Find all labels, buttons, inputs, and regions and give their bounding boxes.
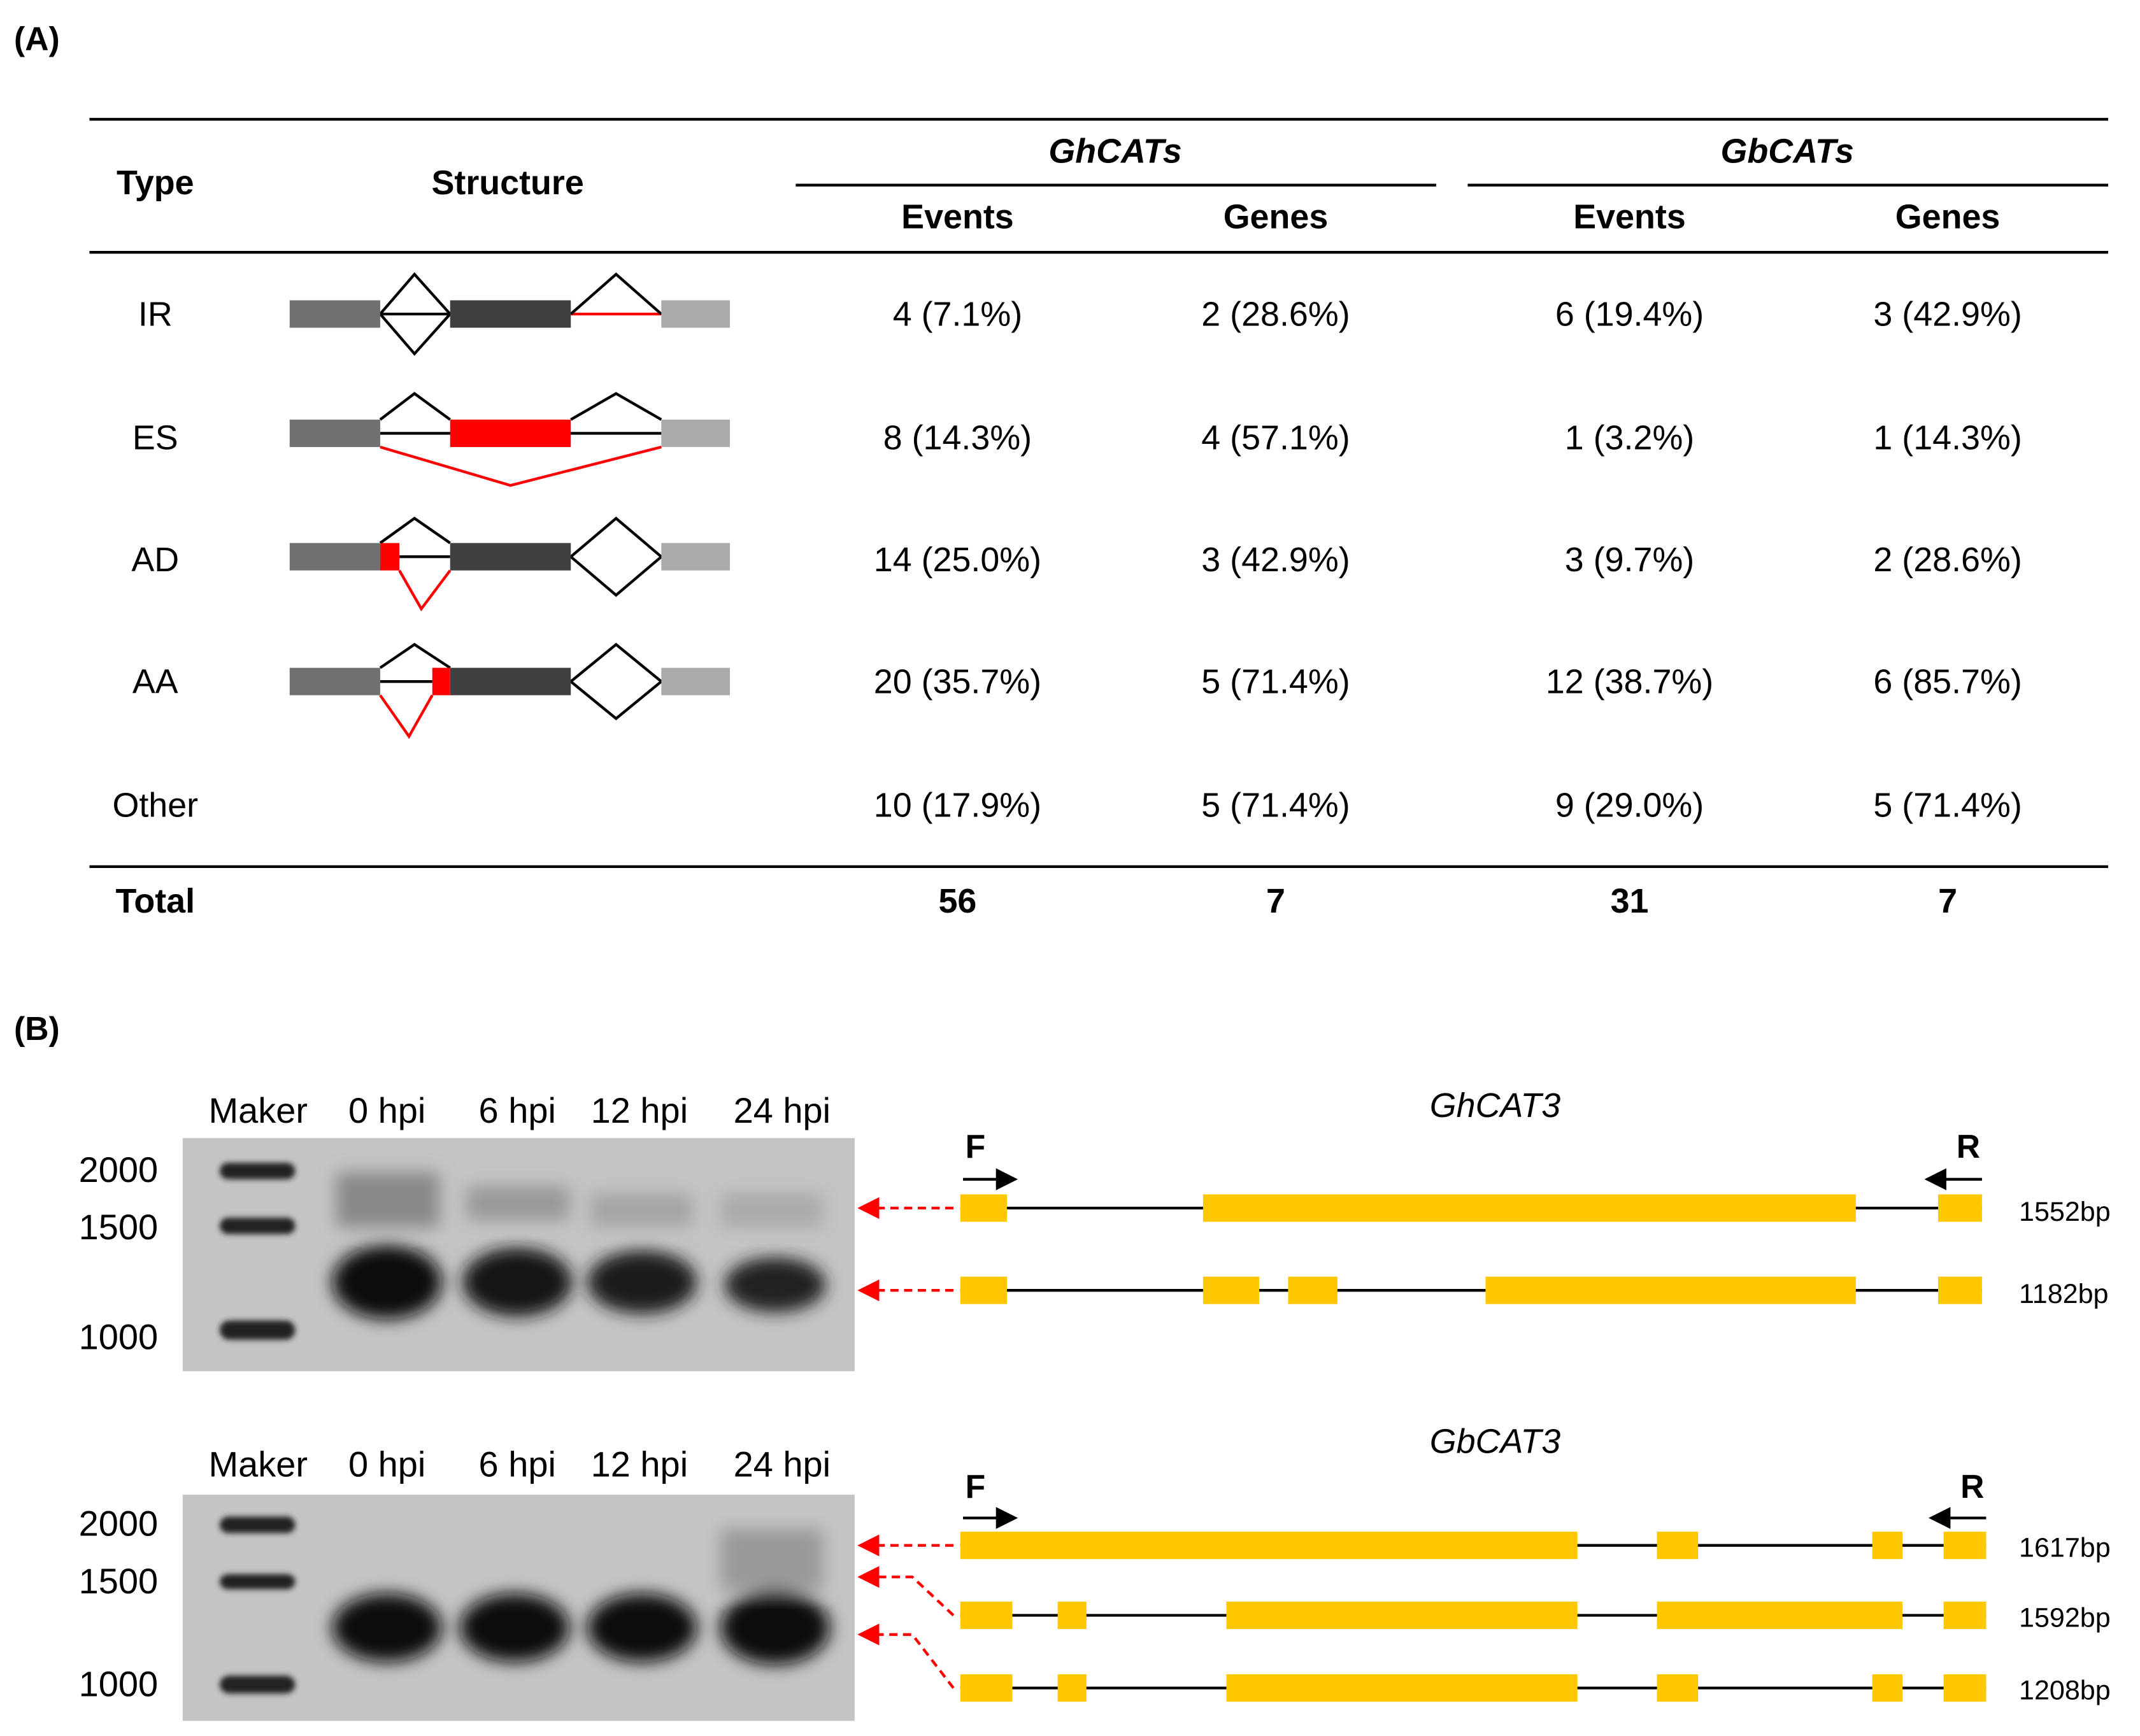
group-header: GbCATs bbox=[1720, 132, 1853, 170]
type-cell: Other bbox=[112, 786, 198, 824]
table-cell: 1 (3.2%) bbox=[1565, 418, 1694, 457]
transcript-size: 1182bp bbox=[2019, 1279, 2108, 1309]
table-cell: 20 (35.7%) bbox=[874, 663, 1041, 701]
total-label: Total bbox=[115, 882, 195, 920]
transcript-models bbox=[857, 1168, 1987, 1702]
header-cell: Genes bbox=[1895, 198, 2001, 236]
transcript-size: 1208bp bbox=[2019, 1675, 2111, 1705]
lane-label: 0 hpi bbox=[348, 1090, 425, 1130]
table-cell: 8 (14.3%) bbox=[883, 418, 1032, 457]
table-cell: 6 (19.4%) bbox=[1555, 295, 1704, 334]
transcript-size: 1592bp bbox=[2019, 1602, 2111, 1633]
structure-diagrams bbox=[289, 272, 730, 739]
primer-label: F bbox=[966, 1128, 986, 1165]
total-cell: 7 bbox=[1266, 882, 1285, 920]
table-cell: 5 (71.4%) bbox=[1873, 786, 2022, 824]
panel-label: (B) bbox=[14, 1010, 60, 1047]
marker-label: 1500 bbox=[79, 1207, 159, 1247]
table-cell: 6 (85.7%) bbox=[1873, 663, 2022, 701]
header-cell: Genes bbox=[1223, 198, 1329, 236]
table-cell: 10 (17.9%) bbox=[874, 786, 1041, 824]
lane-label: 12 hpi bbox=[591, 1444, 688, 1484]
table-cell: 2 (28.6%) bbox=[1873, 541, 2022, 579]
marker-label: 1000 bbox=[79, 1663, 159, 1704]
gene-name: GhCAT3 bbox=[1430, 1086, 1560, 1125]
lane-label: 24 hpi bbox=[734, 1090, 831, 1130]
header-cell: Type bbox=[117, 164, 194, 202]
table-cell: 1 (14.3%) bbox=[1873, 418, 2022, 457]
table-cell: 2 (28.6%) bbox=[1201, 295, 1350, 334]
group-header: GhCATs bbox=[1048, 132, 1181, 170]
primer-label: R bbox=[1957, 1128, 1980, 1165]
type-cell: IR bbox=[138, 295, 173, 334]
transcript-size: 1552bp bbox=[2019, 1197, 2111, 1227]
panel-label: (A) bbox=[14, 20, 60, 57]
table-cell: 3 (9.7%) bbox=[1565, 541, 1694, 579]
total-cell: 7 bbox=[1938, 882, 1957, 920]
table-cell: 4 (57.1%) bbox=[1201, 418, 1350, 457]
marker-label: 2000 bbox=[79, 1149, 159, 1190]
lane-label: 0 hpi bbox=[348, 1444, 425, 1484]
table-cell: 9 (29.0%) bbox=[1555, 786, 1704, 824]
lane-label: Maker bbox=[209, 1444, 308, 1484]
table-cell: 3 (42.9%) bbox=[1201, 541, 1350, 579]
lane-label: 24 hpi bbox=[734, 1444, 831, 1484]
header-cell: Structure bbox=[432, 164, 584, 202]
lane-label: Maker bbox=[209, 1090, 308, 1130]
marker-label: 1500 bbox=[79, 1561, 159, 1601]
lane-label: 12 hpi bbox=[591, 1090, 688, 1130]
table-cell: 14 (25.0%) bbox=[874, 541, 1041, 579]
marker-label: 1000 bbox=[79, 1316, 159, 1356]
primer-label: R bbox=[1960, 1468, 1984, 1505]
header-cell: Events bbox=[901, 198, 1014, 236]
primer-label: F bbox=[966, 1468, 986, 1505]
type-cell: AD bbox=[131, 541, 179, 579]
marker-label: 2000 bbox=[79, 1503, 159, 1543]
transcript-size: 1617bp bbox=[2019, 1533, 2111, 1563]
table-cell: 5 (71.4%) bbox=[1201, 786, 1350, 824]
lane-label: 6 hpi bbox=[479, 1090, 556, 1130]
total-cell: 31 bbox=[1611, 882, 1649, 920]
gene-name: GbCAT3 bbox=[1430, 1423, 1560, 1461]
total-cell: 56 bbox=[938, 882, 976, 920]
table-cell: 12 (38.7%) bbox=[1546, 663, 1713, 701]
table-cell: 4 (7.1%) bbox=[893, 295, 1022, 334]
type-cell: ES bbox=[132, 418, 178, 457]
header-cell: Events bbox=[1573, 198, 1686, 236]
table-rules bbox=[89, 118, 2109, 868]
lane-label: 6 hpi bbox=[479, 1444, 556, 1484]
table-cell: 3 (42.9%) bbox=[1873, 295, 2022, 334]
table-cell: 5 (71.4%) bbox=[1201, 663, 1350, 701]
type-cell: AA bbox=[132, 663, 178, 701]
gel-images bbox=[182, 1138, 855, 1721]
